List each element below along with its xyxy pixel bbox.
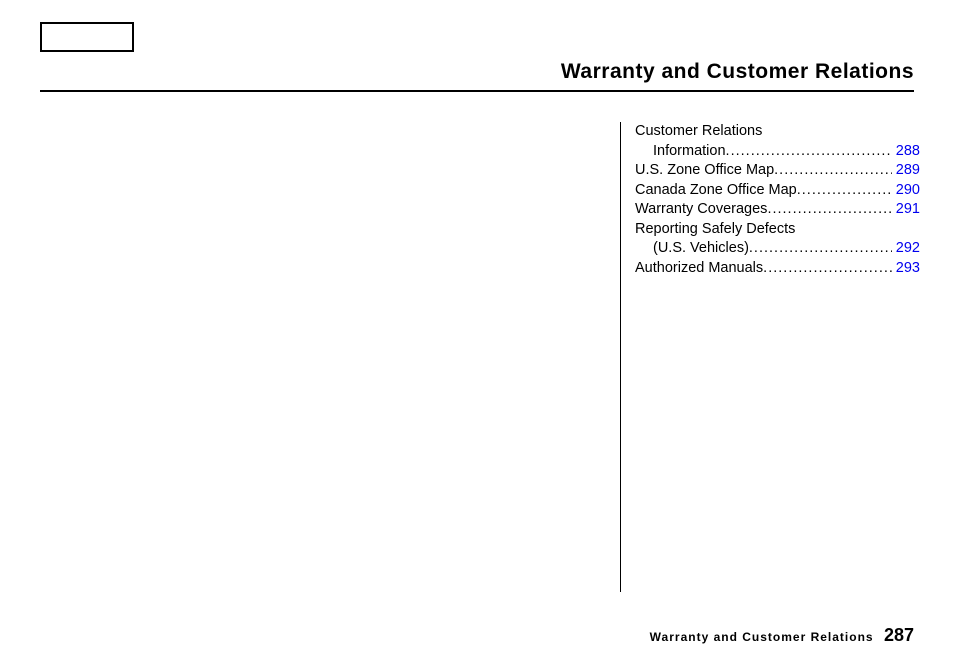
toc-label: Authorized Manuals (635, 259, 763, 279)
toc-leader-dots (763, 259, 892, 279)
toc-entry: Reporting Safely Defects (635, 220, 920, 240)
toc-entry: Information 288 (635, 142, 920, 162)
toc-page-link[interactable]: 290 (892, 181, 920, 201)
toc-page-link[interactable]: 293 (892, 259, 920, 279)
toc-entry: (U.S. Vehicles) 292 (635, 239, 920, 259)
table-of-contents: Customer RelationsInformation288U.S. Zon… (620, 122, 920, 592)
toc-page-link[interactable]: 291 (892, 200, 920, 220)
toc-leader-dots (774, 161, 892, 181)
header-empty-box (40, 22, 134, 52)
toc-page-link[interactable]: 289 (892, 161, 920, 181)
page-footer: Warranty and Customer Relations 287 (650, 625, 914, 646)
toc-label: U.S. Zone Office Map (635, 161, 774, 181)
footer-section-label: Warranty and Customer Relations (650, 630, 874, 644)
toc-label: Reporting Safely Defects (635, 220, 795, 240)
toc-label: Customer Relations (635, 122, 762, 142)
page-title: Warranty and Customer Relations (40, 60, 914, 84)
toc-label: (U.S. Vehicles) (635, 239, 749, 259)
toc-entry: U.S. Zone Office Map 289 (635, 161, 920, 181)
footer-page-number: 287 (884, 625, 914, 645)
toc-label: Information (635, 142, 726, 162)
toc-entry: Authorized Manuals 293 (635, 259, 920, 279)
toc-entry: Canada Zone Office Map 290 (635, 181, 920, 201)
toc-leader-dots (726, 142, 892, 162)
toc-entry: Warranty Coverages 291 (635, 200, 920, 220)
toc-label: Warranty Coverages (635, 200, 767, 220)
toc-leader-dots (797, 181, 892, 201)
toc-page-link[interactable]: 288 (892, 142, 920, 162)
toc-leader-dots (749, 239, 892, 259)
title-bar: Warranty and Customer Relations (40, 60, 914, 92)
toc-page-link[interactable]: 292 (892, 239, 920, 259)
toc-entry: Customer Relations (635, 122, 920, 142)
toc-leader-dots (767, 200, 891, 220)
toc-label: Canada Zone Office Map (635, 181, 797, 201)
